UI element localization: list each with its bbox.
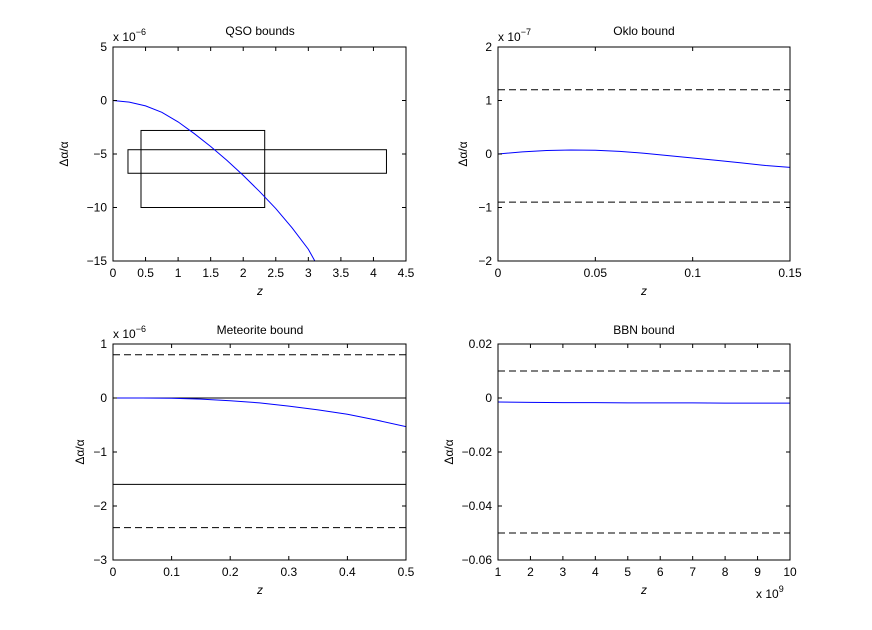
x-tick-label: 0.1	[684, 266, 701, 280]
y-axis-label: Δα/α	[73, 439, 87, 464]
y-axis-label: Δα/α	[456, 141, 470, 166]
x-tick-label: 0.3	[280, 565, 297, 579]
y-tick-label: −10	[87, 201, 108, 215]
x-axis-multiplier: x 109	[756, 584, 784, 601]
x-tick-label: 0	[495, 266, 502, 280]
x-tick-label: 2	[527, 565, 534, 579]
y-tick-label: −3	[93, 553, 107, 567]
x-tick-label: 0.15	[778, 266, 802, 280]
x-tick-label: 1	[175, 266, 182, 280]
chart-title: Oklo bound	[613, 24, 674, 38]
panel-qso-bounds: QSO bounds z Δα/α 0 0.5 1 1.5 2 2.5 3 3.5 4 4.5 −1…	[57, 24, 415, 298]
chart-title: QSO bounds	[225, 24, 294, 38]
chart-title: Meteorite bound	[217, 323, 304, 337]
x-tick-label: 4.5	[398, 266, 415, 280]
series-line-model	[498, 149, 790, 168]
x-tick-label: 0.4	[339, 565, 356, 579]
x-tick-label: 0.2	[222, 565, 239, 579]
y-tick-label: 0.02	[469, 337, 493, 351]
series-line-model	[498, 401, 790, 404]
y-tick-label: −5	[93, 147, 107, 161]
x-tick-label: 8	[722, 565, 729, 579]
x-tick-label: 0.5	[398, 565, 415, 579]
series-line-model	[113, 100, 316, 261]
x-tick-label: 10	[783, 565, 797, 579]
chart-title: BBN bound	[613, 323, 674, 337]
x-tick-label: 4	[592, 565, 599, 579]
y-axis-multiplier-exponent: −7	[521, 27, 531, 37]
y-tick-label: 1	[485, 94, 492, 108]
x-tick-label: 0	[110, 266, 117, 280]
x-axis-label: z	[256, 583, 263, 597]
x-tick-label: 5	[624, 565, 631, 579]
y-tick-label: 0	[485, 147, 492, 161]
y-axis-label: Δα/α	[442, 439, 456, 464]
y-tick-label: 0	[100, 391, 107, 405]
x-axis-label: z	[256, 284, 263, 298]
x-tick-label: 6	[657, 565, 664, 579]
y-tick-label: −0.04	[462, 499, 493, 513]
x-tick-label: 0.5	[137, 266, 154, 280]
y-tick-label: −1	[478, 201, 492, 215]
x-axis-label: z	[640, 284, 647, 298]
x-tick-label: 2	[240, 266, 247, 280]
x-axis-label: z	[640, 583, 647, 597]
x-tick-label: 9	[754, 565, 761, 579]
x-tick-label: 3	[560, 565, 567, 579]
x-tick-label: 1.5	[202, 266, 219, 280]
y-tick-label: −15	[87, 254, 108, 268]
x-tick-label: 3.5	[333, 266, 350, 280]
panel-bbn-bound: BBN bound z Δα/α 1 2 3 4 5 6 7 8 9 10 −0.06 −0.04 −0…	[442, 323, 797, 601]
x-tick-label: 3	[305, 266, 312, 280]
x-tick-label: 0.1	[163, 565, 180, 579]
x-tick-label: 4	[370, 266, 377, 280]
y-tick-label: −0.02	[462, 445, 493, 459]
y-tick-label: −0.06	[462, 553, 493, 567]
x-tick-label: 2.5	[267, 266, 284, 280]
y-tick-label: −2	[478, 254, 492, 268]
y-tick-label: −1	[93, 445, 107, 459]
y-axis-label: Δα/α	[57, 141, 71, 166]
x-tick-label: 0	[110, 565, 117, 579]
y-tick-label: 0	[100, 94, 107, 108]
x-tick-label: 7	[689, 565, 696, 579]
panel-meteorite-bound: Meteorite bound z Δα/α 0 0.1 0.2 0.3 0.4 0.5 −…	[73, 323, 415, 597]
y-tick-label: −2	[93, 499, 107, 513]
bound-box	[140, 129, 266, 209]
y-tick-label: 1	[100, 337, 107, 351]
y-axis-multiplier-exponent: −6	[136, 324, 146, 334]
x-axis-multiplier-exponent: 9	[779, 584, 784, 594]
series-line-model	[113, 397, 406, 428]
y-tick-label: 2	[485, 40, 492, 54]
x-tick-label: 1	[495, 565, 502, 579]
y-axis-multiplier-exponent: −6	[136, 27, 146, 37]
bound-box	[127, 149, 387, 174]
y-tick-label: 5	[100, 40, 107, 54]
x-tick-label: 0.05	[584, 266, 608, 280]
y-tick-label: 0	[485, 391, 492, 405]
